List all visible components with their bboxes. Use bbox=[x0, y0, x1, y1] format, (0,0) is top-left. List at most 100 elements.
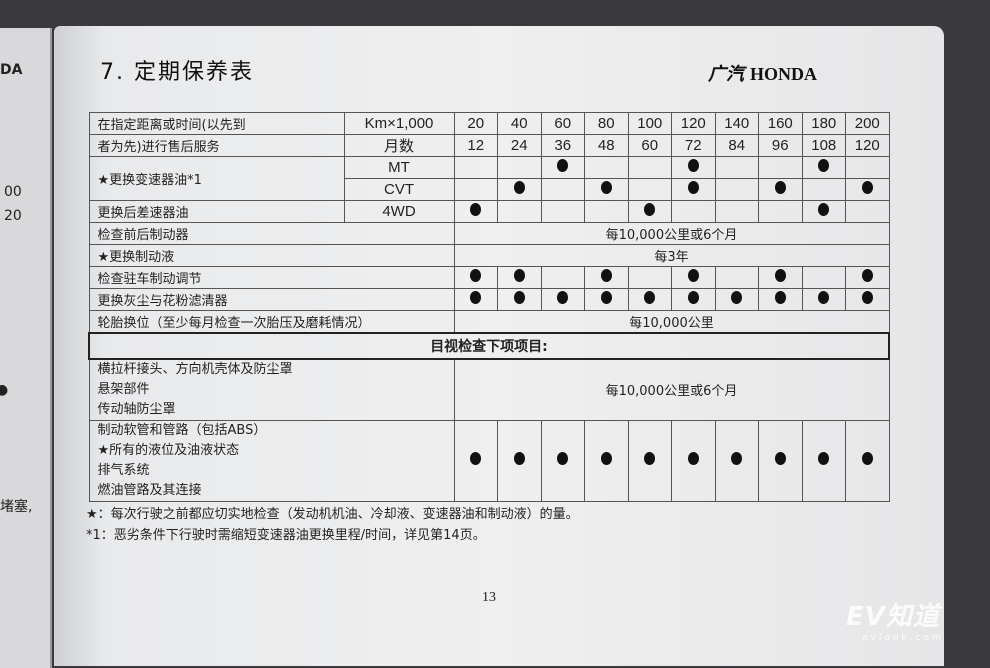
km-value: 120 bbox=[671, 112, 716, 135]
left-page: DA 00 20 ● 堵塞, bbox=[0, 28, 52, 668]
km-value: 60 bbox=[540, 112, 585, 135]
interval-cell bbox=[801, 266, 846, 289]
dot-mark bbox=[644, 452, 656, 465]
page-number: 13 bbox=[482, 590, 496, 605]
months-value: 84 bbox=[714, 134, 759, 157]
table-row: 检查前后制动器 每10,000公里或6个月 bbox=[88, 222, 890, 245]
months-value: 72 bbox=[671, 134, 716, 157]
visual-header-row: 目视检查下项项目: bbox=[88, 331, 890, 360]
interval-cell bbox=[584, 288, 629, 311]
dot-mark bbox=[600, 269, 612, 282]
visual-group-2: 制动软管和管路（包括ABS） ★所有的液位及油液状态 排气系统 燃油管路及其连接 bbox=[88, 419, 890, 502]
interval-text: 每10,000公里 bbox=[453, 310, 890, 333]
interval-cell bbox=[627, 178, 672, 201]
dot-mark bbox=[861, 452, 873, 465]
dot-mark bbox=[818, 452, 830, 465]
interval-cell bbox=[845, 419, 890, 502]
interval-cell bbox=[714, 156, 759, 179]
dot-mark bbox=[557, 291, 569, 304]
interval-cell bbox=[845, 288, 890, 311]
interval-cell bbox=[453, 419, 498, 502]
interval-cell bbox=[627, 200, 672, 223]
km-value: 200 bbox=[845, 112, 890, 135]
dot-mark bbox=[600, 452, 612, 465]
interval-cell bbox=[714, 266, 759, 289]
row-label: 更换后差速器油 bbox=[88, 200, 345, 223]
left-fragment: DA bbox=[0, 62, 23, 78]
dot-mark bbox=[731, 452, 743, 465]
interval-cell bbox=[627, 288, 672, 311]
interval-cell bbox=[845, 156, 890, 179]
visual-header: 目视检查下项项目: bbox=[88, 331, 890, 360]
dot-mark bbox=[687, 452, 699, 465]
interval-cell bbox=[540, 288, 585, 311]
visual-items: 横拉杆接头、方向机壳体及防尘罩 悬架部件 传动轴防尘罩 bbox=[88, 358, 455, 421]
maintenance-schedule-table: 在指定距离或时间(以先到 Km×1,000 20 40 60 80 100 120 140 160… bbox=[88, 112, 890, 502]
interval-cell bbox=[584, 419, 629, 502]
dot-mark bbox=[557, 452, 569, 465]
interval-cell bbox=[758, 266, 803, 289]
dot-mark bbox=[644, 291, 656, 304]
interval-cell bbox=[758, 419, 803, 502]
interval-cell bbox=[801, 178, 846, 201]
interval-cell bbox=[671, 288, 716, 311]
months-value: 96 bbox=[758, 134, 803, 157]
interval-cell bbox=[453, 178, 498, 201]
interval-cell bbox=[714, 288, 759, 311]
logo-cn: 广汽 bbox=[708, 64, 744, 85]
dot-mark bbox=[861, 269, 873, 282]
dot-mark bbox=[818, 291, 830, 304]
interval-cell bbox=[584, 156, 629, 179]
months-label: 月数 bbox=[343, 134, 455, 157]
interval-cell bbox=[497, 288, 542, 311]
visual-group-1: 横拉杆接头、方向机壳体及防尘罩 悬架部件 传动轴防尘罩 每10,000公里或6个月 bbox=[88, 358, 890, 421]
visual-item: 传动轴防尘罩 bbox=[97, 401, 176, 417]
footnotes: ★：每次行驶之前都应切实地检查（发动机机油、冷却液、变速器油和制动液）的量。 *… bbox=[86, 504, 579, 546]
corner-label: 在指定距离或时间(以先到 bbox=[88, 112, 345, 135]
manual-page: 7. 定期保养表 广汽 HONDA 在指定距离或时间(以先到 Km×1,000 20 4… bbox=[54, 26, 944, 666]
visual-item: 横拉杆接头、方向机壳体及防尘罩 bbox=[97, 361, 293, 377]
watermark: EV知道 evlook.com bbox=[846, 596, 944, 643]
row-label: 检查前后制动器 bbox=[88, 222, 455, 245]
interval-cell bbox=[584, 200, 629, 223]
interval-cell bbox=[671, 178, 716, 201]
left-fragment: 20 bbox=[4, 208, 22, 224]
interval-cell bbox=[801, 288, 846, 311]
visual-item: 燃油管路及其连接 bbox=[97, 482, 202, 498]
interval-cell bbox=[758, 178, 803, 201]
dot-mark bbox=[513, 291, 525, 304]
km-value: 20 bbox=[453, 112, 498, 135]
months-value: 60 bbox=[627, 134, 672, 157]
km-value: 160 bbox=[758, 112, 803, 135]
dot-mark bbox=[600, 181, 612, 194]
visual-item: ★所有的液位及油液状态 bbox=[97, 442, 240, 458]
interval-cell bbox=[845, 178, 890, 201]
interval-cell bbox=[497, 419, 542, 502]
dot-mark bbox=[818, 203, 830, 216]
dot-mark bbox=[818, 159, 830, 172]
interval-cell bbox=[540, 266, 585, 289]
interval-cell bbox=[801, 156, 846, 179]
interval-cell bbox=[845, 200, 890, 223]
dot-mark bbox=[731, 291, 743, 304]
interval-cell bbox=[671, 419, 716, 502]
left-fragment: ● bbox=[0, 382, 8, 398]
km-value: 100 bbox=[627, 112, 672, 135]
dot-mark bbox=[861, 291, 873, 304]
sub-label: MT bbox=[343, 156, 455, 179]
interval-cell bbox=[758, 288, 803, 311]
row-label: 检查驻车制动调节 bbox=[88, 266, 455, 289]
interval-cell bbox=[584, 266, 629, 289]
page-title: 7. 定期保养表 bbox=[100, 60, 254, 85]
months-value: 24 bbox=[497, 134, 542, 157]
interval-cell bbox=[584, 178, 629, 201]
footnote-1: *1：恶劣条件下行驶时需缩短变速器油更换里程/时间，详见第14页。 bbox=[86, 528, 486, 543]
interval-cell bbox=[671, 266, 716, 289]
watermark-brand: EV知道 bbox=[846, 602, 940, 632]
sub-label: CVT bbox=[343, 178, 455, 201]
interval-cell bbox=[453, 156, 498, 179]
dot-mark bbox=[861, 181, 873, 194]
row-label: 更换灰尘与花粉滤清器 bbox=[88, 288, 455, 311]
footnote-star: ★：每次行驶之前都应切实地检查（发动机机油、冷却液、变速器油和制动液）的量。 bbox=[86, 507, 579, 522]
corner-label: 者为先)进行售后服务 bbox=[88, 134, 345, 157]
